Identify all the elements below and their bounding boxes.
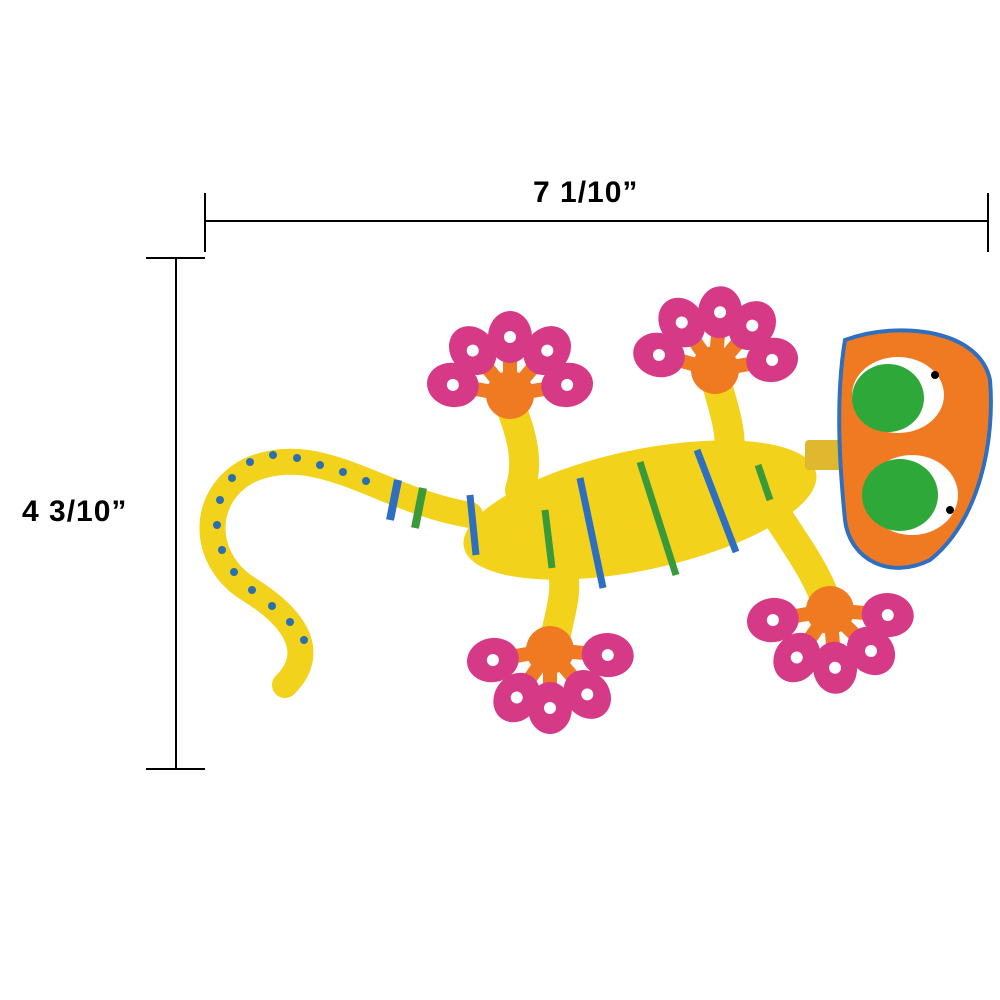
gecko-tail (199, 448, 483, 698)
front-left-foot (423, 311, 596, 419)
gecko-head (837, 328, 993, 570)
height-dimension-label: 4 3/10” (22, 495, 128, 528)
tail-stripes (386, 479, 427, 529)
body-stripes (466, 448, 774, 589)
back-right-foot (743, 586, 915, 696)
width-dimension-label: 7 1/10” (533, 176, 639, 209)
neck-spring (805, 440, 845, 470)
tail-dots (213, 451, 370, 644)
back-left-foot (463, 626, 635, 734)
front-right-foot (628, 284, 801, 394)
